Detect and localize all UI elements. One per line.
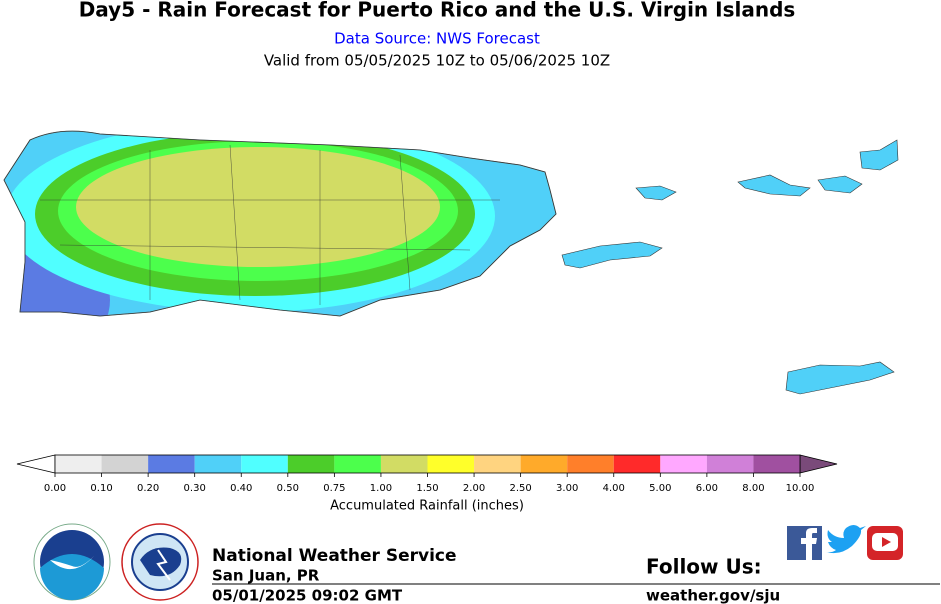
legend-label: 0.00 [44, 483, 66, 494]
st-john [817, 175, 863, 194]
legend-swatch [101, 455, 149, 473]
islands [561, 139, 899, 395]
legend-label: 0.10 [90, 483, 112, 494]
legend-title: Accumulated Rainfall (inches) [330, 499, 524, 514]
legend-label: 4.00 [603, 483, 625, 494]
tortola [859, 139, 899, 171]
legend-label: 0.50 [277, 483, 299, 494]
legend-label: 5.00 [649, 483, 671, 494]
twitter-icon[interactable] [826, 525, 866, 554]
legend-swatch [613, 455, 661, 473]
legend-extension [16, 454, 56, 474]
legend-swatch [474, 455, 521, 473]
legend-swatch [55, 455, 102, 473]
issued-time: 05/01/2025 09:02 GMT [212, 587, 403, 604]
follow-label: Follow Us: [646, 555, 762, 579]
noaa-logo [33, 523, 111, 601]
legend-swatch [753, 455, 800, 473]
legend-label: 0.40 [230, 483, 252, 494]
legend: 0.00 0.10 0.20 0.30 0.40 0.50 0.75 1.00 1.50 2.00… [16, 454, 838, 494]
legend-swatch [380, 455, 428, 473]
vieques [561, 241, 663, 269]
legend-label: 6.00 [696, 483, 718, 494]
legend-label: 0.20 [137, 483, 159, 494]
legend-swatch [241, 455, 288, 473]
municipality-lines [40, 144, 500, 305]
legend-swatch [334, 455, 381, 473]
legend-label: 8.00 [742, 483, 764, 494]
legend-label: 1.00 [370, 483, 392, 494]
legend-swatch [706, 455, 754, 473]
legend-label: 0.30 [184, 483, 206, 494]
legend-swatch [194, 455, 242, 473]
title: Day5 - Rain Forecast for Puerto Rico and… [79, 0, 796, 22]
data-source: Data Source: NWS Forecast [334, 30, 540, 48]
st-thomas [737, 174, 811, 197]
island-outline [3, 130, 557, 317]
legend-swatch [148, 455, 195, 473]
legend-label: 3.00 [556, 483, 578, 494]
legend-label: 2.50 [509, 483, 531, 494]
legend-label: 0.75 [323, 483, 345, 494]
legend-extension [799, 454, 838, 474]
legend-label: 10.00 [786, 483, 815, 494]
office-name: National Weather Service [212, 546, 457, 566]
legend-label: 2.00 [463, 483, 485, 494]
st-croix [785, 361, 895, 395]
office-location: San Juan, PR [212, 567, 320, 585]
legend-swatch [660, 455, 707, 473]
legend-swatch [520, 455, 568, 473]
legend-swatch [427, 455, 475, 473]
legend-swatch [567, 455, 614, 473]
youtube-icon[interactable] [867, 526, 903, 560]
website-link[interactable]: weather.gov/sju [646, 587, 780, 604]
puerto-rico [3, 130, 557, 317]
valid-time: Valid from 05/05/2025 10Z to 05/06/2025 … [264, 52, 610, 70]
legend-label: 1.50 [416, 483, 438, 494]
rain-zone [76, 147, 440, 267]
culebra [635, 185, 677, 201]
nws-logo [121, 523, 199, 601]
legend-swatch [287, 455, 335, 473]
facebook-icon[interactable] [787, 526, 822, 560]
